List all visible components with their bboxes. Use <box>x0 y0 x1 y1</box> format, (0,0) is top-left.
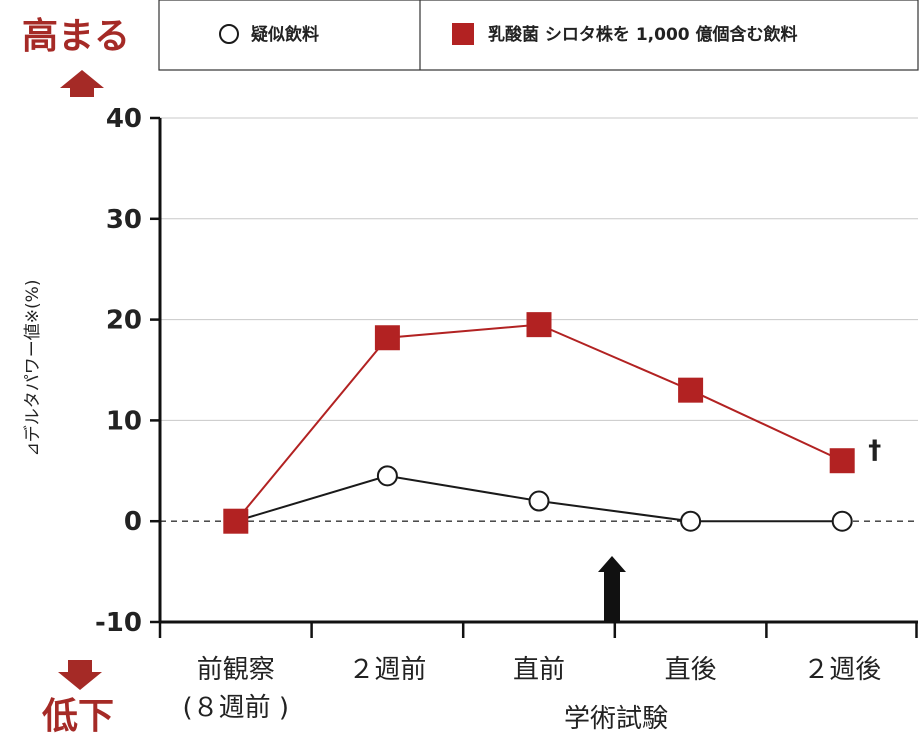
data-point <box>831 510 853 532</box>
x-category-label: 直前 <box>513 655 565 685</box>
series-layer <box>223 312 855 534</box>
test-timing-arrow-icon <box>598 556 626 621</box>
y-axis-label: ⊿デルタパワー値※(%) <box>22 280 43 457</box>
increase-label: 高まる <box>22 16 130 57</box>
up-arrow-icon <box>60 70 104 88</box>
data-point <box>528 490 550 512</box>
legend-box <box>158 0 919 71</box>
legend-label-placebo: 疑似飲料 <box>251 24 319 45</box>
down-arrow-stem <box>68 660 92 672</box>
x-axis: 前観察 (８週前 ) ２週前 直前 直後 ２週後 <box>158 620 918 723</box>
data-point <box>829 448 855 474</box>
legend-open-circle-icon <box>219 24 239 44</box>
y-tick-label: 40 <box>106 104 142 134</box>
x-category-label: ２週後 <box>803 655 881 685</box>
y-tick-label: -10 <box>95 608 142 638</box>
y-tick-label: 20 <box>106 306 142 336</box>
y-axis: 40 30 20 10 0 -10 <box>95 104 162 638</box>
significance-dagger: † <box>868 436 881 466</box>
data-point <box>680 510 702 532</box>
y-tick-label: 30 <box>106 205 142 235</box>
gridlines <box>160 117 918 421</box>
data-point <box>376 465 398 487</box>
x-category-label: 直後 <box>665 655 717 685</box>
y-tick-label: 0 <box>124 507 142 537</box>
legend: 疑似飲料 乳酸菌 シロタ株を 1,000 億個含む飲料 <box>158 0 919 71</box>
up-arrow-stem <box>70 88 94 97</box>
data-point <box>526 312 552 338</box>
legend-red-square-icon <box>452 23 474 45</box>
decrease-label: 低下 <box>42 696 114 737</box>
legend-label-shirota: 乳酸菌 シロタ株を 1,000 億個含む飲料 <box>488 24 798 45</box>
x-category-label: (８週前 ) <box>183 693 290 723</box>
data-point <box>678 377 704 403</box>
down-arrow-icon <box>58 672 102 690</box>
x-axis-label: 学術試験 <box>564 704 668 734</box>
x-category-label: ２週前 <box>348 655 426 685</box>
data-point <box>374 325 400 351</box>
x-category-label: 前観察 <box>197 655 275 685</box>
data-point <box>223 508 249 534</box>
y-tick-label: 10 <box>106 406 142 436</box>
